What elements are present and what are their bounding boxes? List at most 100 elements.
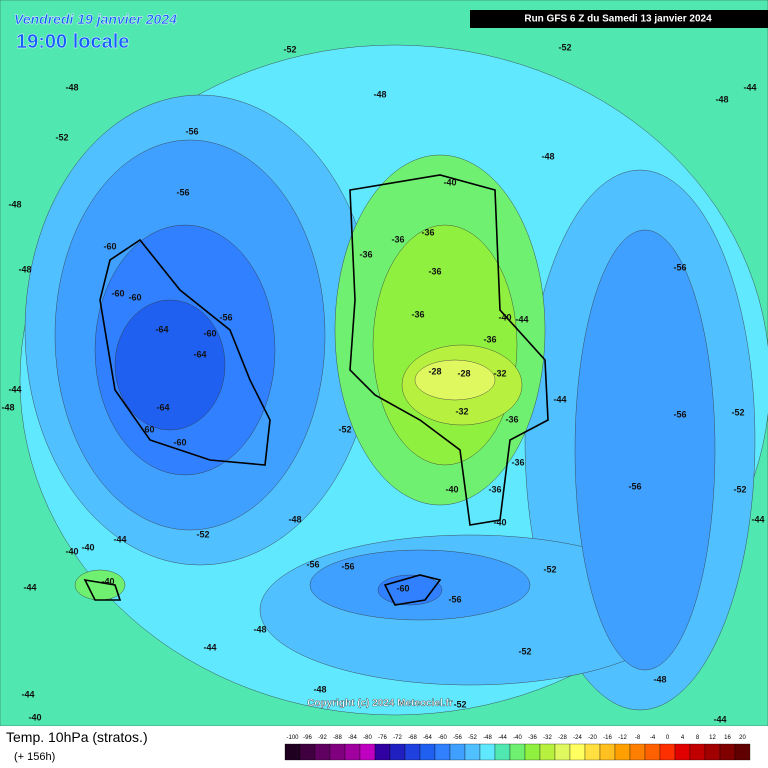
legend-swatch xyxy=(674,743,691,761)
date: Vendredi 19 janvier 2024 xyxy=(14,11,177,27)
legend-label: -44 xyxy=(498,735,507,741)
legend-swatch xyxy=(344,743,361,761)
legend-swatch xyxy=(479,743,496,761)
small-contour xyxy=(83,578,122,601)
legend-swatch xyxy=(314,743,331,761)
legend-label: -52 xyxy=(468,735,477,741)
cold-core-outline xyxy=(99,238,271,466)
contour-label: -60 xyxy=(111,288,124,298)
legend-swatch xyxy=(644,743,661,761)
contour-label: -40 xyxy=(28,712,41,722)
legend-label: -96 xyxy=(303,735,312,741)
contour-label: -40 xyxy=(443,177,456,187)
legend-label: -20 xyxy=(588,735,597,741)
footer-title: Temp. 10hPa (stratos.) xyxy=(6,729,148,745)
contour-label: -28 xyxy=(457,368,470,378)
legend-swatch xyxy=(719,743,736,761)
greenland-outline xyxy=(349,174,549,526)
contour-label: -52 xyxy=(558,42,571,52)
temperature-field xyxy=(0,0,768,727)
contour-label: -32 xyxy=(455,406,468,416)
legend-label: 0 xyxy=(666,735,670,741)
contour-label: -48 xyxy=(715,94,728,104)
contour-label: -60 xyxy=(396,583,409,593)
legend-swatch xyxy=(449,743,466,761)
contour-label: -48 xyxy=(1,402,14,412)
field-contour xyxy=(414,359,496,401)
legend-label: -76 xyxy=(378,735,387,741)
contour-label: -44 xyxy=(743,82,756,92)
legend-label: 4 xyxy=(681,735,685,741)
contour-label: -36 xyxy=(511,457,524,467)
contour-label: -52 xyxy=(518,646,531,656)
legend-label: 20 xyxy=(739,735,746,741)
contour-label: -56 xyxy=(185,126,198,136)
copyright: Copyright (c) 2024 Meteociel.fr xyxy=(307,698,453,709)
legend-swatch xyxy=(374,743,391,761)
contour-label: -52 xyxy=(338,424,351,434)
contour-label: -56 xyxy=(341,561,354,571)
contour-label: -56 xyxy=(628,481,641,491)
legend-label: -80 xyxy=(363,735,372,741)
time: 19:00 locale xyxy=(16,31,129,53)
legend-swatch xyxy=(464,743,481,761)
contour-label: -32 xyxy=(493,368,506,378)
contour-label: -64 xyxy=(156,402,169,412)
contour-label: -40 xyxy=(65,546,78,556)
contour-label: -60 xyxy=(128,292,141,302)
run-info: Run GFS 6 Z du Samedi 13 janvier 2024 xyxy=(524,14,712,25)
legend-label: -56 xyxy=(453,735,462,741)
run-box xyxy=(470,10,768,28)
contour-label: -36 xyxy=(483,334,496,344)
contour-label: -48 xyxy=(373,89,386,99)
contour-label: -48 xyxy=(653,674,666,684)
contour-label: -56 xyxy=(219,312,232,322)
legend-label: -68 xyxy=(408,735,417,741)
contour-label: -64 xyxy=(155,324,168,334)
contour-label: -56 xyxy=(306,559,319,569)
legend-swatch xyxy=(629,743,646,761)
legend-swatch xyxy=(419,743,436,761)
legend-swatch xyxy=(494,743,511,761)
contour-label: -36 xyxy=(359,249,372,259)
contour-label: -44 xyxy=(203,642,216,652)
contour-label: -60 xyxy=(173,437,186,447)
legend-label: -8 xyxy=(635,735,641,741)
field-contour xyxy=(114,299,226,431)
contour-label: -40 xyxy=(101,576,114,586)
contour-label: -44 xyxy=(8,384,21,394)
contour-label: -52 xyxy=(731,407,744,417)
contour-label: -56 xyxy=(176,187,189,197)
legend-label: -48 xyxy=(483,735,492,741)
contour-label: -64 xyxy=(193,349,206,359)
contour-label: -48 xyxy=(253,624,266,634)
field-contour xyxy=(372,224,518,466)
field-contour xyxy=(74,569,126,601)
contour-label: -52 xyxy=(283,44,296,54)
legend-swatch xyxy=(539,743,556,761)
contour-label: -36 xyxy=(391,234,404,244)
legend-swatch xyxy=(509,743,526,761)
legend-swatch xyxy=(704,743,721,761)
contour-label: -56 xyxy=(673,409,686,419)
contour-label: -48 xyxy=(288,514,301,524)
legend-label: 16 xyxy=(724,735,731,741)
legend-swatch xyxy=(599,743,616,761)
contour-label: -36 xyxy=(428,266,441,276)
legend-swatch xyxy=(659,743,676,761)
legend-swatch xyxy=(359,743,376,761)
legend-label: -4 xyxy=(650,735,656,741)
field-contour xyxy=(574,229,716,671)
contour-label: -44 xyxy=(21,689,34,699)
contour-label: -36 xyxy=(488,484,501,494)
cold-pocket-outline xyxy=(383,574,442,606)
legend-swatch xyxy=(434,743,451,761)
legend-label: -40 xyxy=(513,735,522,741)
legend-label: -64 xyxy=(423,735,432,741)
legend-swatch xyxy=(299,743,316,761)
contour-label: -36 xyxy=(421,227,434,237)
legend-swatch xyxy=(569,743,586,761)
coastlines xyxy=(83,174,549,606)
contour-label: -44 xyxy=(23,582,36,592)
